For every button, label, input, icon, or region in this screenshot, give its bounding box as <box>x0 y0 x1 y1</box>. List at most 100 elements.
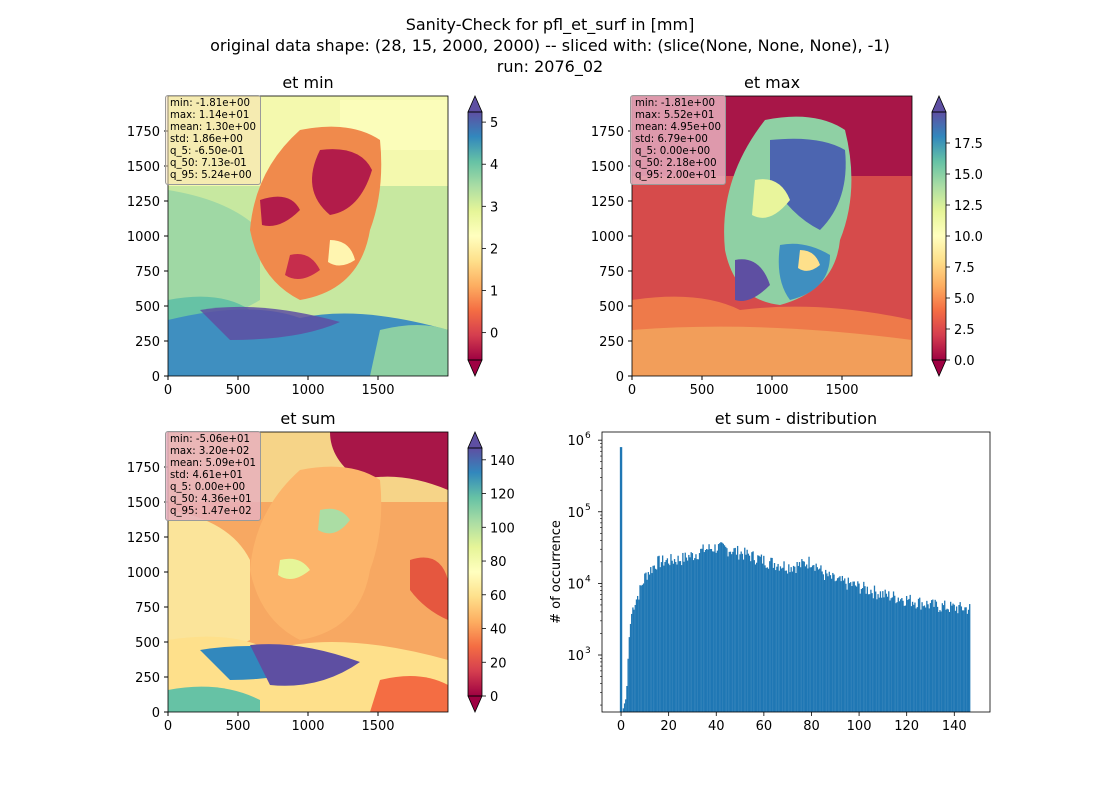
histogram-bar <box>846 589 848 712</box>
histogram-bar <box>842 580 845 712</box>
histogram-bar <box>853 581 855 712</box>
y-tick-label: 1250 <box>127 531 160 546</box>
colorbar-tick-label: 10.0 <box>954 230 983 245</box>
y-tick-label: 250 <box>135 671 160 686</box>
histogram-bar <box>626 685 628 712</box>
histogram-bar <box>723 545 726 712</box>
colorbar-ticks: 0.0 2.5 5.0 7.5 10.0 12.5 15.0 17.5 <box>946 137 983 369</box>
histogram-bar <box>645 572 647 712</box>
y-tick-label: 1500 <box>127 496 160 511</box>
histogram-bar <box>832 572 834 712</box>
stats-box-et-min: min: -1.81e+00 max: 1.14e+01 mean: 1.30e+0… <box>165 95 262 185</box>
histogram-bar <box>716 550 719 712</box>
colorbar-tick-label: 4 <box>490 158 498 173</box>
stats-line: q_95: 1.47e+02 <box>170 506 252 517</box>
histogram-bar <box>784 570 786 712</box>
stats-line: mean: 1.30e+00 <box>170 122 257 133</box>
x-tick-label: 40 <box>708 719 725 734</box>
histogram-bar <box>967 609 970 712</box>
histogram-bar <box>801 559 803 712</box>
histogram-bar <box>783 561 785 712</box>
histogram-bar <box>946 608 948 712</box>
histogram-bar <box>822 574 824 712</box>
histogram-bar <box>947 609 949 712</box>
colorbar-extend-min <box>467 695 483 713</box>
histogram-bar <box>945 609 947 712</box>
y-tick-label-exponent: 6 <box>585 431 591 441</box>
histogram-bar <box>731 554 733 712</box>
histogram-bar <box>719 543 721 712</box>
histogram-bar <box>933 606 935 712</box>
histogram-bar <box>665 560 667 712</box>
colorbar-tick-label: 2.5 <box>954 323 975 338</box>
histogram-bar <box>826 573 828 712</box>
histogram-bar <box>953 604 955 712</box>
histogram-bar <box>794 566 796 712</box>
histogram-bar <box>776 566 778 712</box>
x-tick-label: 1500 <box>361 719 394 734</box>
histogram-bar <box>859 593 861 712</box>
histogram-bar <box>678 561 680 712</box>
x-tick-label: 500 <box>226 383 251 398</box>
stats-line: max: 1.14e+01 <box>170 110 250 121</box>
colorbar-tick-label: 17.5 <box>954 137 983 152</box>
histogram-bar <box>863 581 865 712</box>
histogram-bar <box>884 589 886 712</box>
histogram-bar <box>744 547 746 712</box>
histogram-bar <box>704 549 707 712</box>
x-tick-label: 140 <box>942 719 967 734</box>
y-tick-label: 750 <box>135 265 160 280</box>
histogram-bar <box>858 583 860 712</box>
histogram-bar <box>641 584 644 712</box>
histogram-bar <box>650 567 652 712</box>
y-tick-label: 1750 <box>127 125 160 140</box>
histogram-bar <box>627 658 629 712</box>
histogram-bar <box>830 578 833 712</box>
y-tick-label-base: 10 <box>567 577 584 592</box>
histogram-bar <box>735 554 738 712</box>
colorbar-tick-label: 5.0 <box>954 292 975 307</box>
histogram-bar <box>817 569 820 712</box>
histogram-bar <box>741 553 744 712</box>
histogram-bar <box>861 588 864 712</box>
x-tick-label: 0 <box>164 383 172 398</box>
histogram-bar <box>965 607 967 712</box>
colorbar-tick-label: 7.5 <box>954 261 975 276</box>
histogram-bar <box>634 605 636 712</box>
histogram-bar <box>852 581 854 712</box>
y-tick-label-base: 10 <box>567 434 584 449</box>
histogram-bar <box>921 602 923 712</box>
histogram-bar <box>628 637 630 712</box>
histogram-bar <box>911 601 914 712</box>
histogram-bar <box>833 574 835 712</box>
x-axis-ticks: 0 500 1000 1500 <box>164 712 395 734</box>
histogram-bar <box>727 556 729 712</box>
histogram-bar <box>948 611 951 712</box>
histogram-bar <box>745 554 747 712</box>
stats-line: max: 3.20e+02 <box>170 446 250 457</box>
stats-line: q_5: -6.50e-01 <box>170 146 244 157</box>
histogram-bar <box>691 553 694 712</box>
histogram-bar <box>834 581 836 712</box>
histogram-bar <box>717 544 720 712</box>
colorbar-tick-label: 3 <box>490 200 498 215</box>
histogram-bar <box>666 558 669 712</box>
histogram-bar <box>816 567 819 712</box>
y-tick-label-base: 10 <box>567 649 584 664</box>
stats-line: q_50: 4.36e+01 <box>170 494 252 505</box>
histogram-bar <box>892 591 895 712</box>
histogram-bar <box>670 554 672 712</box>
histogram-bar <box>671 560 673 712</box>
histogram-bar <box>951 605 953 712</box>
y-tick-label: 1250 <box>591 195 624 210</box>
histogram-bar <box>638 599 640 712</box>
histogram-bar <box>957 613 959 712</box>
histogram-bar <box>917 598 920 712</box>
stats-line: q_50: 7.13e-01 <box>170 158 247 169</box>
histogram-bar <box>938 612 940 712</box>
histogram-bar <box>815 563 817 712</box>
histogram-bar <box>779 566 782 712</box>
histogram-bar <box>880 597 883 712</box>
histogram-bar <box>625 699 627 712</box>
histogram-bar <box>732 551 734 712</box>
